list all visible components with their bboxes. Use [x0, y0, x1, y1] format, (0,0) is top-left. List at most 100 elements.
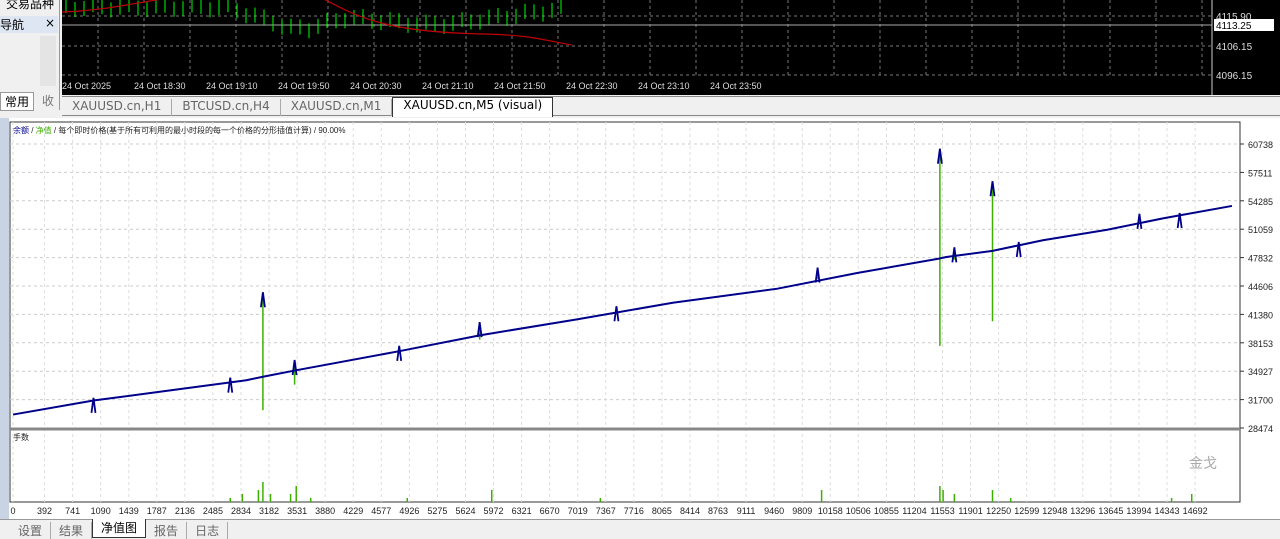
x-tick-label: 11553	[930, 506, 954, 516]
y-tick-label: 38153	[1248, 339, 1273, 349]
time-label: 24 Oct 21:10	[422, 81, 474, 91]
equity-high-spike	[90, 397, 97, 413]
tab-common[interactable]: 常用	[0, 92, 35, 111]
tester-tab[interactable]: 设置	[10, 522, 52, 539]
y-tick-label: 60738	[1248, 140, 1273, 150]
x-tick-label: 14343	[1155, 506, 1180, 516]
equity-high-spike	[613, 306, 620, 322]
legend-sep2: /	[52, 126, 59, 135]
time-label: 24 Oct 23:50	[710, 81, 762, 91]
equity-high-spike	[476, 322, 483, 338]
close-icon[interactable]: ×	[44, 16, 55, 30]
x-tick-label: 4926	[399, 506, 419, 516]
chart-legend: 余额 / 净值 / 每个即时价格(基于所有可利用的最小时段的每一个价格的分形插值…	[13, 125, 345, 135]
x-tick-label: 0	[10, 506, 15, 516]
time-label: 24 Oct 19:50	[278, 81, 330, 91]
tab-favorites[interactable]: 收	[42, 94, 55, 108]
x-tick-label: 12250	[986, 506, 1011, 516]
x-tick-label: 1787	[147, 506, 167, 516]
x-tick-label: 3531	[287, 506, 307, 516]
equity-high-spike	[396, 345, 403, 362]
chart-tab[interactable]: XAUUSD.cn,M1	[281, 99, 393, 116]
lots-label: 手数	[13, 432, 29, 442]
x-tick-label: 5624	[455, 506, 475, 516]
watermark: 金戈	[1189, 455, 1217, 471]
price-chart[interactable]: 4115.90 4106.15 4096.15 4113.25 24 Oct 2025 2…	[61, 0, 1280, 95]
x-tick-label: 9111	[737, 506, 756, 516]
equity-high-spike	[814, 267, 821, 283]
tester-tab[interactable]: 日志	[187, 522, 229, 539]
x-tick-label: 13645	[1098, 506, 1123, 516]
time-label: 24 Oct 19:10	[206, 81, 258, 91]
current-price-label: 4113.25	[1216, 21, 1252, 32]
time-label: 24 Oct 23:10	[638, 81, 690, 91]
x-tick-label: 1439	[119, 506, 139, 516]
left-panel: 交易品种 导航 × 常用 收	[0, 0, 60, 111]
x-tick-label: 7019	[568, 506, 588, 516]
y-tick-label: 57511	[1248, 168, 1272, 178]
time-label: 24 Oct 2025	[62, 81, 111, 91]
x-tick-label: 9460	[764, 506, 784, 516]
legend-equity: 净值	[36, 125, 52, 135]
time-label: 24 Oct 18:30	[134, 81, 186, 91]
y-tick-label: 51059	[1248, 225, 1273, 235]
x-tick-label: 392	[37, 506, 52, 516]
equity-high-spike	[936, 148, 943, 164]
tester-tab[interactable]: 报告	[146, 522, 188, 539]
equity-high-spike	[1015, 241, 1022, 258]
x-tick-label: 2485	[203, 506, 223, 516]
x-tick-label: 1090	[91, 506, 111, 516]
x-tick-label: 2136	[175, 506, 195, 516]
x-tick-label: 5972	[483, 506, 503, 516]
y-tick-label: 34927	[1248, 367, 1273, 377]
current-price-box	[1214, 19, 1274, 31]
tester-tab[interactable]: 净值图	[92, 519, 147, 538]
legend-mode: 每个即时价格(基于所有可利用的最小时段的每一个价格的分形插值计算)	[58, 125, 312, 135]
x-tick-label: 10506	[846, 506, 871, 516]
chart-tab[interactable]: BTCUSD.cn,H4	[172, 99, 281, 116]
navigator-title: 导航 ×	[0, 16, 58, 33]
tester-tab[interactable]: 结果	[51, 522, 93, 539]
x-tick-label: 6321	[512, 506, 532, 516]
time-label: 24 Oct 20:30	[350, 81, 402, 91]
navigator-label: 导航	[0, 18, 25, 32]
equity-high-spike	[227, 377, 234, 393]
x-tick-label: 2834	[231, 506, 251, 516]
x-tick-label: 7716	[624, 506, 644, 516]
x-tick-label: 6670	[540, 506, 560, 516]
x-tick-label: 14692	[1183, 506, 1208, 516]
x-tick-label: 11901	[958, 506, 982, 516]
x-tick-label: 12948	[1042, 506, 1067, 516]
x-tick-label: 4229	[343, 506, 363, 516]
equity-high-spike	[989, 181, 996, 197]
symbols-panel-title: 交易品种	[6, 0, 55, 11]
x-tick-label: 741	[65, 506, 80, 516]
x-tick-label: 13296	[1070, 506, 1095, 516]
x-tick-label: 7367	[596, 506, 616, 516]
time-label: 24 Oct 21:50	[494, 81, 546, 91]
x-tick-label: 12599	[1014, 506, 1039, 516]
legend-sep3: /	[312, 126, 319, 135]
y-tick-label: 54285	[1248, 197, 1273, 207]
chart-tab[interactable]: XAUUSD.cn,M5 (visual)	[392, 97, 554, 117]
x-tick-label: 10158	[818, 506, 843, 516]
y-tick-label: 28474	[1248, 424, 1273, 434]
price-label: 4115.90	[1216, 12, 1252, 23]
x-tick-label: 8065	[652, 506, 672, 516]
y-tick-label: 44606	[1248, 282, 1273, 292]
x-tick-label: 4577	[371, 506, 391, 516]
price-label: 4106.15	[1216, 42, 1253, 53]
equity-high-spike	[1176, 212, 1183, 229]
legend-quality: 90.00%	[318, 126, 345, 135]
moving-average-line	[61, 0, 573, 46]
scrollbar[interactable]	[40, 36, 56, 86]
y-tick-label: 31700	[1248, 396, 1273, 406]
chart-tab[interactable]: XAUUSD.cn,H1	[62, 99, 173, 116]
x-tick-label: 9809	[792, 506, 812, 516]
x-tick-label: 3182	[259, 506, 279, 516]
x-tick-label: 10855	[874, 506, 899, 516]
x-tick-label: 8414	[680, 506, 700, 516]
x-tick-label: 5275	[427, 506, 447, 516]
chart-tabs: XAUUSD.cn,H1 BTCUSD.cn,H4 XAUUSD.cn,M1 XAUU…	[62, 96, 1280, 117]
x-tick-label: 3880	[315, 506, 335, 516]
